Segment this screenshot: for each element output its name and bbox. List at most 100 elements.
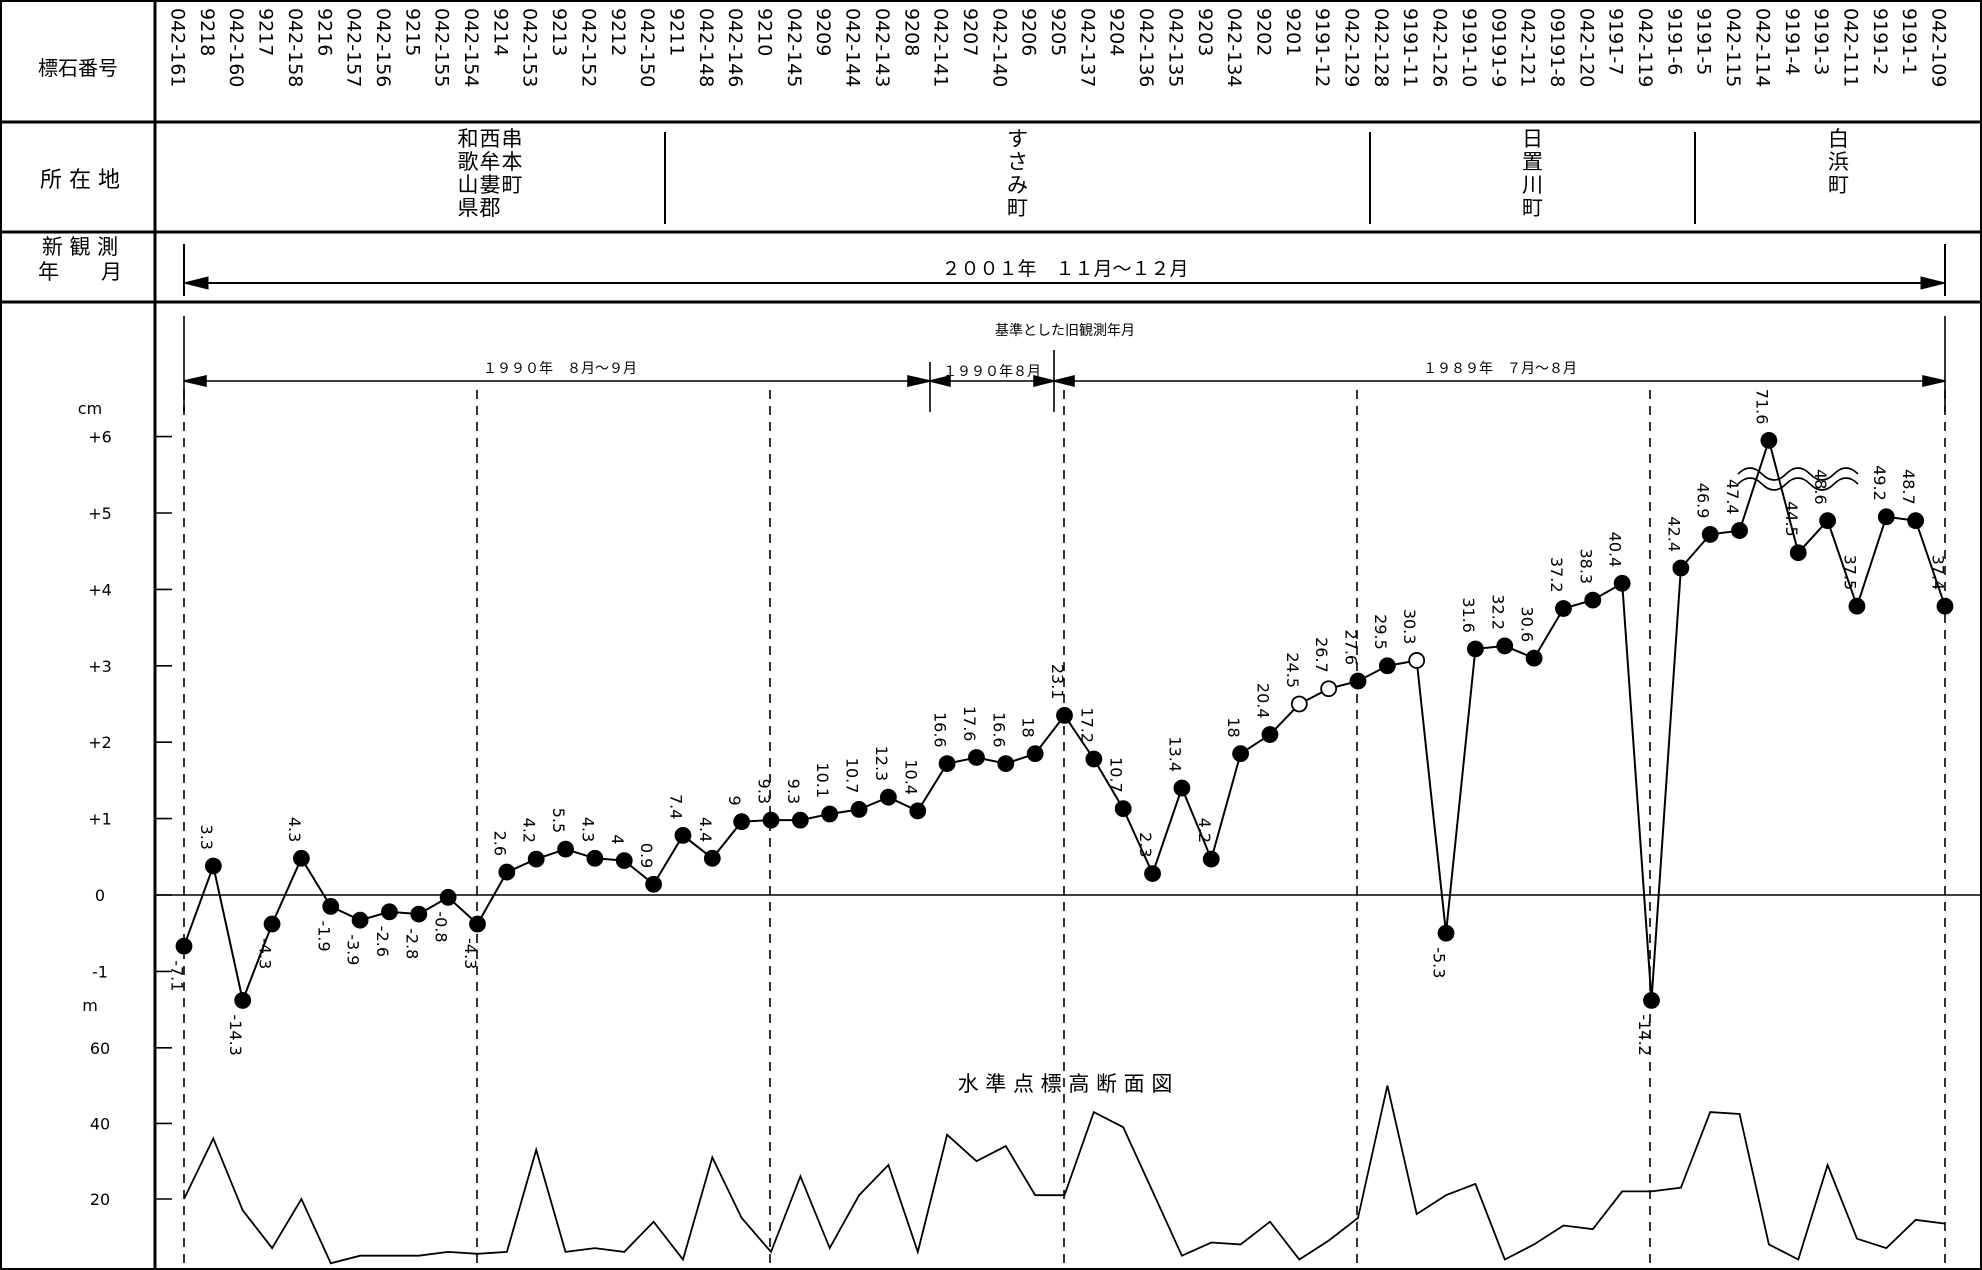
benchmark-label: 9191-5: [1693, 8, 1715, 75]
point-marker: [1437, 924, 1455, 942]
displacement-value-label: 46.9: [1694, 483, 1713, 519]
point-marker: [1907, 512, 1925, 530]
benchmark-label: 9191-4: [1781, 8, 1803, 75]
benchmark-label: 042-157: [343, 8, 365, 87]
benchmark-label: 9191-6: [1663, 8, 1685, 75]
benchmark-label: 9218: [196, 8, 218, 56]
old-survey-period-3: １９８９年 ７月～８月: [1423, 361, 1577, 377]
point-marker: [997, 755, 1015, 772]
displacement-value-label: 16.6: [931, 712, 950, 748]
displacement-value-label: 31.6: [1459, 597, 1478, 633]
displacement-value-label: 37.5: [1840, 555, 1859, 591]
benchmark-label: 042-134: [1223, 8, 1245, 87]
displacement-value-label: -14.2: [1635, 1014, 1654, 1055]
benchmark-label: 042-129: [1341, 8, 1363, 87]
displacement-value-label: 30.3: [1400, 609, 1419, 645]
point-marker: [1936, 597, 1954, 615]
benchmark-header-label: 標石番号: [38, 56, 118, 80]
point-marker: [234, 992, 252, 1009]
new-survey-period: ２００１年 １１月～１２月: [941, 258, 1188, 280]
point-marker: [1584, 591, 1602, 609]
point-marker: [674, 827, 692, 844]
point-marker: [1760, 432, 1778, 449]
old-survey-title: 基準とした旧観測年月: [995, 322, 1135, 339]
cm-tick-label: +5: [88, 504, 112, 523]
benchmark-label: 042-109: [1928, 8, 1950, 87]
displacement-value-label: 9.3: [755, 779, 774, 804]
new-survey-header-label: 新 観 測年 月: [38, 235, 122, 284]
point-marker: [1349, 672, 1367, 690]
new-survey-arrow: [183, 244, 1946, 296]
displacement-value-label: 4.3: [578, 817, 597, 842]
benchmark-label: 9191-3: [1810, 8, 1832, 75]
location-char: 白: [1828, 127, 1849, 151]
displacement-value-label: 42.4: [1664, 516, 1683, 552]
cm-tick-label: +2: [88, 733, 112, 752]
location-char: 川: [1522, 173, 1543, 197]
displacement-value-label: 2.6: [490, 831, 509, 856]
point-marker: [1672, 559, 1690, 577]
old-survey-arrows: [183, 316, 1946, 412]
point-marker: [498, 863, 516, 881]
location-char: 山: [458, 173, 479, 197]
point-marker: [1555, 600, 1572, 617]
displacement-value-label: 0.9: [637, 843, 656, 868]
displacement-value-label: 10.1: [813, 762, 832, 798]
point-marker: [1173, 779, 1191, 797]
benchmark-label: 9204: [1106, 8, 1128, 56]
location-char: 日: [1522, 127, 1543, 151]
displacement-value-label: 9.3: [784, 779, 803, 804]
displacement-value-label: -14.3: [226, 1014, 245, 1055]
displacement-value-label: 10.4: [901, 759, 920, 795]
benchmark-label: 042-121: [1517, 8, 1539, 87]
point-marker: [469, 915, 486, 933]
benchmark-label: 9208: [900, 8, 922, 56]
point-marker: [1056, 707, 1073, 724]
displacement-value-label: -2.8: [402, 928, 421, 959]
benchmark-label: 042-158: [284, 8, 306, 87]
location-char: 婁: [480, 173, 501, 197]
point-marker: [1789, 544, 1807, 562]
displacement-value-label: 7.4: [666, 794, 685, 819]
location-char: 町: [1007, 196, 1028, 220]
benchmark-label: 042-114: [1751, 8, 1773, 87]
displacement-value-label: 29.5: [1371, 614, 1390, 650]
displacement-value-label: -3.9: [344, 934, 363, 965]
displacement-value-label: -5.3: [1430, 947, 1449, 978]
displacement-value-label: 37.4: [1929, 555, 1948, 591]
location-char: 西: [480, 127, 501, 151]
displacement-value-label: -1.9: [314, 920, 333, 951]
point-marker: [410, 905, 428, 923]
displacement-value-label: 27.6: [1342, 629, 1361, 665]
point-marker: [1144, 865, 1161, 883]
displacement-value-label: 2.3: [1136, 832, 1155, 857]
benchmark-label: 042-111: [1839, 8, 1861, 87]
m-axis-ticks: 60 40 20: [90, 1039, 172, 1209]
displacement-value-label: 4.2: [520, 818, 539, 843]
benchmark-label: 9203: [1194, 8, 1216, 56]
benchmark-label: 9214: [489, 8, 511, 56]
benchmark-label: 042-136: [1135, 8, 1157, 87]
point-marker: [909, 802, 927, 820]
location-char: 浜: [1828, 150, 1849, 174]
point-marker: [703, 849, 721, 867]
benchmark-label: 9206: [1018, 8, 1040, 56]
displacement-value-label: 18: [1224, 717, 1243, 737]
benchmark-label: 042-150: [636, 8, 658, 87]
point-marker: [645, 875, 662, 893]
benchmark-label: 042-143: [871, 8, 893, 87]
point-marker: [733, 813, 751, 831]
location-char: 歌: [458, 150, 479, 174]
point-marker: [351, 911, 369, 929]
point-marker: [1467, 640, 1484, 658]
displacement-value-label: 37.2: [1547, 557, 1566, 593]
displacement-value-label: 26.7: [1312, 637, 1331, 673]
point-marker: [1613, 574, 1631, 592]
benchmark-label: 042-148: [695, 8, 717, 87]
point-marker: [381, 903, 398, 921]
displacement-value-label: 4.3: [285, 817, 304, 842]
cm-axis-ticks: +6 +5 +4 +3 +2 +1 0 -1: [88, 428, 172, 981]
benchmark-label: 9202: [1252, 8, 1274, 56]
